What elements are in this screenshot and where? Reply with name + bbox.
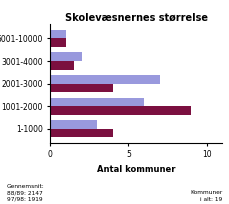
Bar bbox=[50, 61, 74, 70]
Bar bbox=[50, 30, 66, 38]
X-axis label: Antal kommuner: Antal kommuner bbox=[97, 165, 175, 174]
Title: Skolevæsnernes størrelse: Skolevæsnernes størrelse bbox=[65, 12, 208, 22]
Bar bbox=[50, 84, 113, 92]
Bar bbox=[50, 52, 82, 61]
Legend: Skoleår 88/89, Skoleår 97/98: Skoleår 88/89, Skoleår 97/98 bbox=[78, 203, 195, 204]
Bar bbox=[50, 129, 113, 137]
Bar bbox=[50, 106, 191, 115]
Text: Kommuner
i alt: 19: Kommuner i alt: 19 bbox=[190, 190, 222, 202]
Bar bbox=[50, 38, 66, 47]
Text: Gennemsnit:
88/89: 2147
97/98: 1919: Gennemsnit: 88/89: 2147 97/98: 1919 bbox=[7, 184, 45, 202]
Bar bbox=[50, 120, 97, 129]
Bar bbox=[50, 98, 144, 106]
Bar bbox=[50, 75, 160, 84]
